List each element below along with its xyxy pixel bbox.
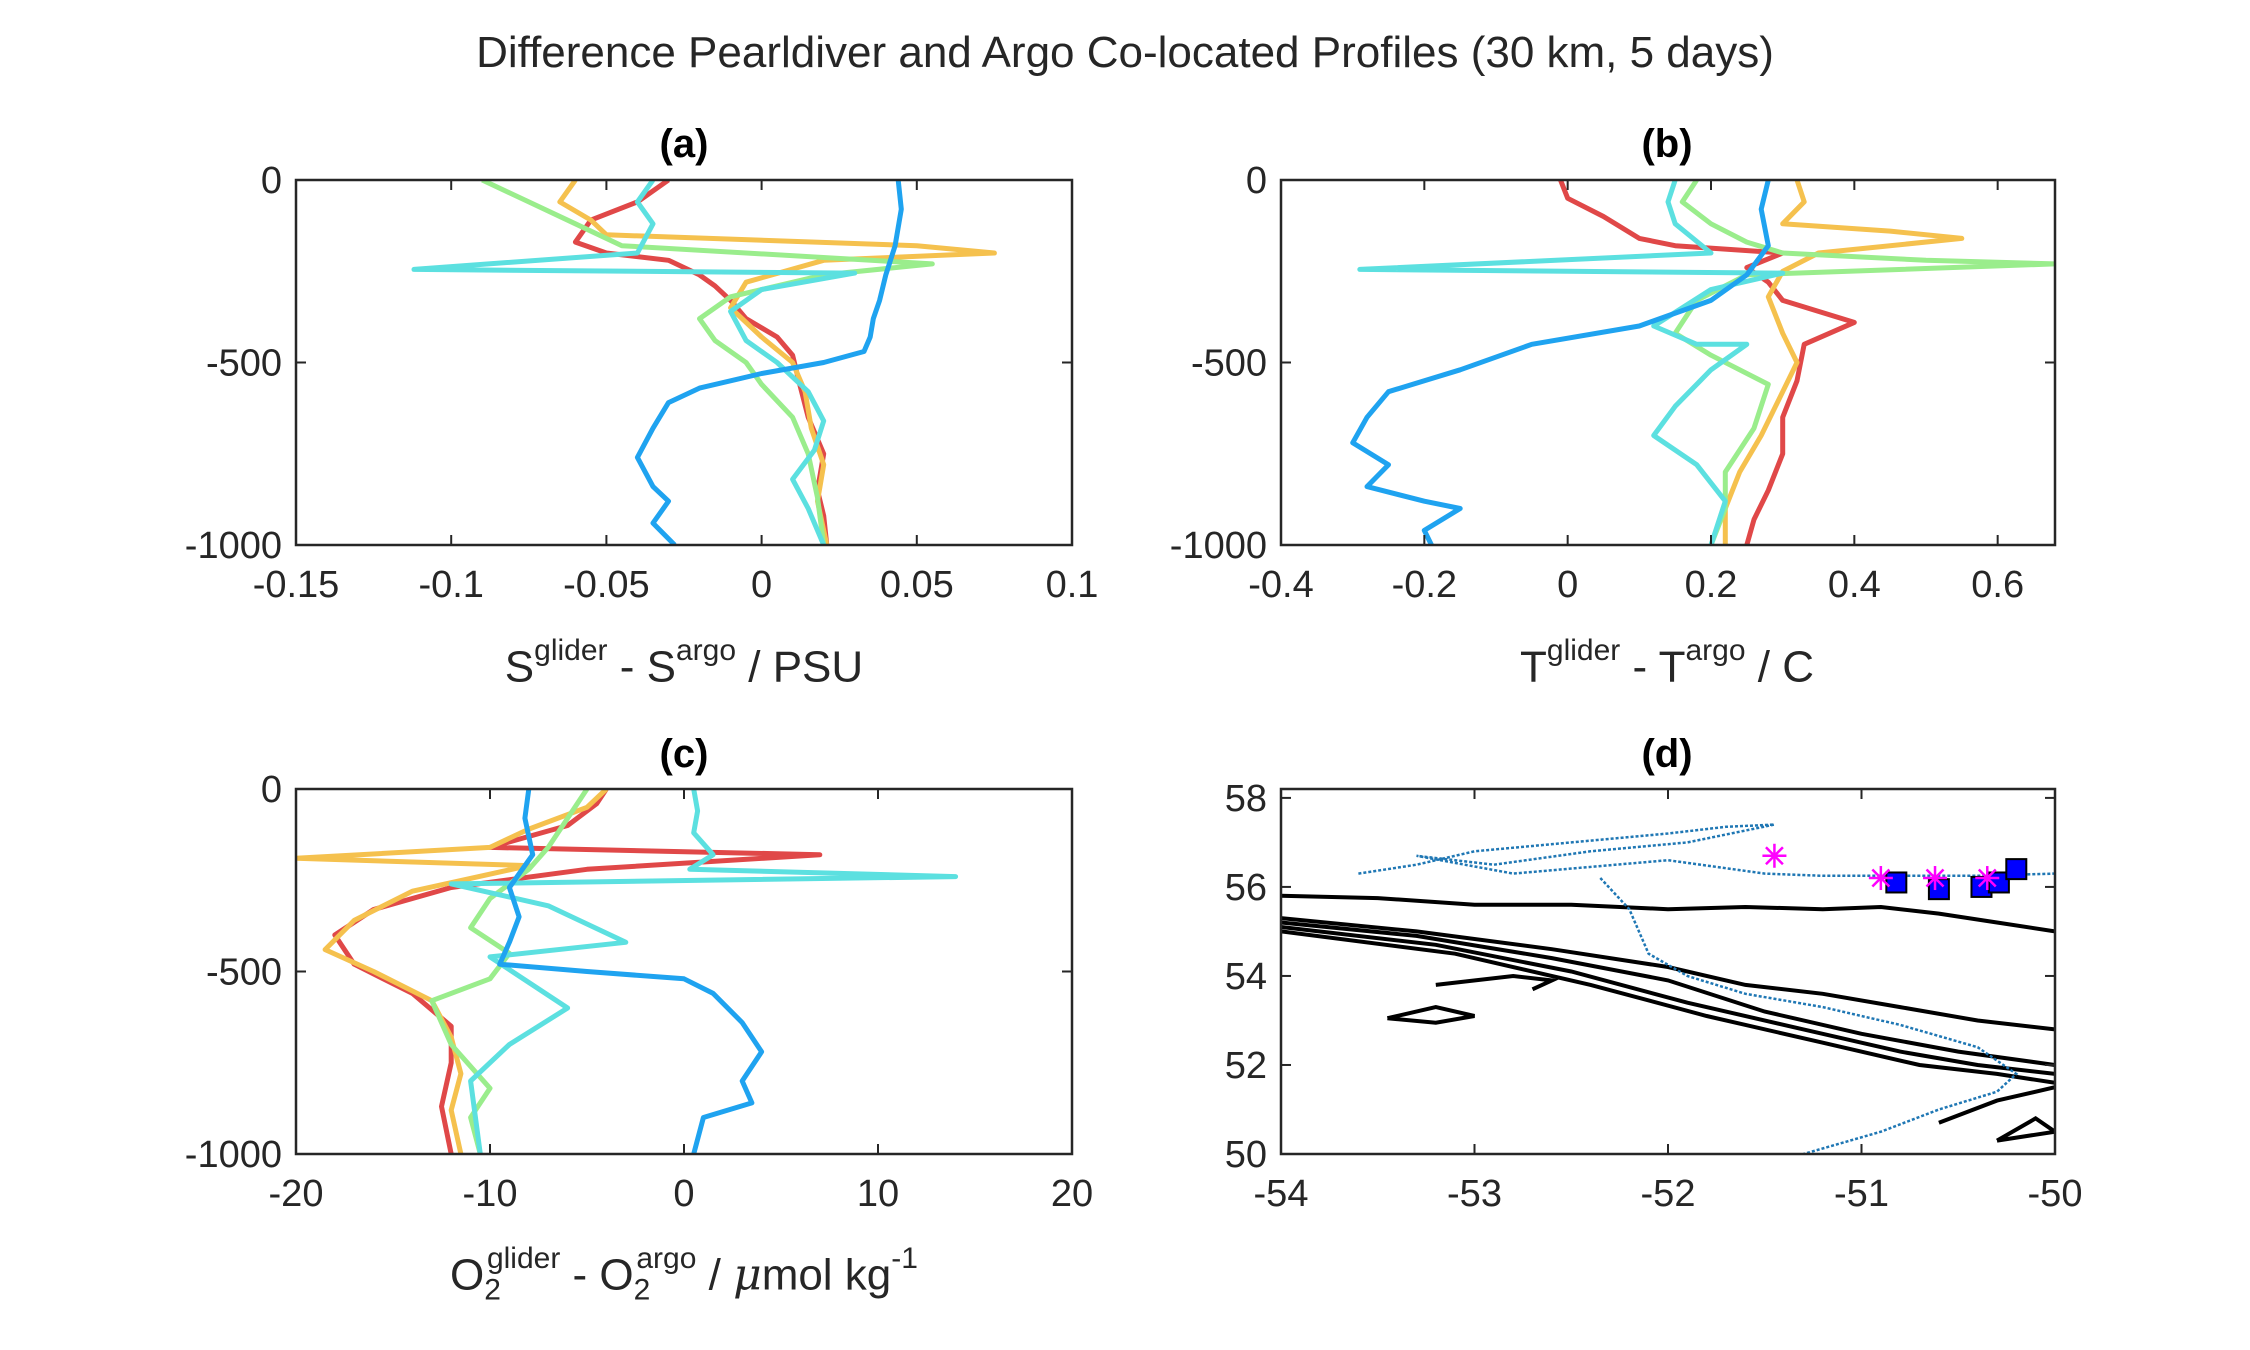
panel-c-xtick-label: -10: [463, 1173, 518, 1215]
panel-d-contour-line: [1281, 929, 2055, 1085]
panel-a-series-line: [634, 180, 904, 545]
panel-d-xtick-label: -51: [1834, 1173, 1889, 1215]
panel-b-xtick-label: 0.2: [1685, 564, 1738, 606]
panel-b-xtick-label: 0: [1557, 564, 1578, 606]
panel-d-title: (d): [1641, 732, 1693, 776]
panel-c-series-line: [296, 789, 609, 1154]
panel-d-star-stroke: [1871, 868, 1891, 888]
panel-b-series-line: [1350, 180, 1771, 545]
panel-c-xtick-label: 0: [673, 1173, 694, 1215]
panel-d-argo-square: [1885, 871, 1908, 894]
panel-c-series-line: [448, 789, 959, 1154]
panel-d-xtick-label: -50: [2028, 1173, 2083, 1215]
panel-b-title: (b): [1641, 122, 1693, 166]
panel-d-ytick-label: 56: [1225, 867, 1267, 909]
panel-b-ytick-label: -500: [1191, 343, 1267, 385]
panel-d-glider-track: [1599, 877, 2019, 1154]
panel-c-xtick-label: 10: [857, 1173, 899, 1215]
panel-d-glider-star: [1762, 843, 1787, 868]
panel-d-xtick-label: -53: [1447, 1173, 1502, 1215]
panel-d-ytick-label: 58: [1225, 778, 1267, 820]
panel-d-xtick-label: -54: [1254, 1173, 1309, 1215]
panel-b-series-line: [1722, 180, 1965, 545]
panel-c-ytick-label: -500: [206, 952, 282, 994]
panel-a-plot: -0.15 -0.1 -0.05 0 0.05 0.1 0 -500 -1000: [185, 160, 1099, 606]
panel-a-ytick-label: 0: [261, 160, 282, 202]
panel-d-star-stroke: [1925, 868, 1945, 888]
panel-d-contour-line: [1386, 1005, 1475, 1025]
panel-a-xtick-label: -0.15: [253, 564, 340, 606]
panel-b-ytick-label: 0: [1246, 160, 1267, 202]
panel-d-xtick-label: -52: [1641, 1173, 1696, 1215]
panel-d-data: [1281, 823, 2055, 1154]
panel-a-series-line: [481, 180, 935, 545]
panel-a-xtick-label: 0.05: [880, 564, 954, 606]
panel-a-xlabel: Sglider - Sargo / PSU: [504, 634, 864, 692]
panel-a-ytick-label: -500: [206, 343, 282, 385]
panel-d-contour-line: [1281, 920, 2055, 1067]
panel-d-contour-line: [1281, 893, 2055, 934]
panel-d-star-stroke: [1765, 846, 1784, 866]
panel-c-ytick-label: -1000: [185, 1134, 282, 1176]
panel-a-frame: [294, 178, 1074, 547]
panel-a-xtick-label: -0.05: [563, 564, 650, 606]
panel-d-contour-line: [1996, 1116, 2055, 1143]
panel-c-xtick-label: 20: [1051, 1173, 1093, 1215]
panel-a-xtick-label: 0: [751, 564, 772, 606]
panel-b-xlabel: Tglider - Targo / C: [1520, 634, 1814, 692]
panel-c-xlabel: O2glider - O2argo / μmol kg-1: [450, 1242, 918, 1307]
panel-c-ytick-label: 0: [261, 769, 282, 811]
panel-b-ytick-label: -1000: [1170, 525, 1267, 567]
panel-b-xtick-label: 0.4: [1828, 564, 1881, 606]
panel-c-series-line: [497, 789, 765, 1154]
panel-b-data: [1350, 180, 2055, 545]
panel-a-xtick-label: -0.1: [418, 564, 483, 606]
panel-c-title: (c): [659, 732, 709, 776]
panel-d-contour-line: [1435, 973, 1560, 992]
panel-a-data: [411, 180, 997, 545]
panel-c-plot: -20 -10 0 10 20 0 -500 -1000: [185, 769, 1093, 1215]
panel-d-ytick-label: 50: [1225, 1134, 1267, 1176]
panel-d-ytick-label: 52: [1225, 1045, 1267, 1087]
panel-d-glider-star: [1923, 866, 1948, 891]
panel-d-glider-star: [1868, 866, 1893, 891]
panel-a-ytick-label: -1000: [185, 525, 282, 567]
panel-d-argo-square: [2005, 858, 2028, 881]
figure-title: Difference Pearldiver and Argo Co-locate…: [476, 28, 1774, 77]
panel-d-ytick-label: 54: [1225, 956, 1267, 998]
panel-a-title: (a): [659, 122, 709, 166]
panel-d-glider-track: [1358, 823, 2055, 878]
panel-a-series-line: [411, 180, 858, 545]
panel-d-star-stroke: [1977, 868, 1997, 888]
panel-b-xtick-label: -0.2: [1392, 564, 1457, 606]
panel-d-plot: -54 -53 -52 -51 -50 50 52 54 56 58: [1225, 778, 2083, 1215]
panel-d-contour-line: [1281, 916, 2055, 1032]
panel-c-data: [296, 789, 959, 1154]
panel-b-plot: -0.4 -0.2 0 0.2 0.4 0.6 0 -500 -1000: [1170, 160, 2057, 606]
panel-b-xtick-label: -0.4: [1248, 564, 1313, 606]
panel-b-xtick-label: 0.6: [1971, 564, 2024, 606]
panel-d-contour-line: [1938, 1085, 2055, 1125]
panel-a-xtick-label: 0.1: [1046, 564, 1099, 606]
panel-d-glider-star: [1975, 866, 2000, 891]
panel-b-series-line: [1357, 180, 1786, 545]
panel-c-xtick-label: -20: [269, 1173, 324, 1215]
panel-c-frame: [294, 787, 1074, 1156]
panel-b-series-line: [1558, 180, 1857, 545]
panel-d-contour-line: [1281, 925, 2055, 1076]
